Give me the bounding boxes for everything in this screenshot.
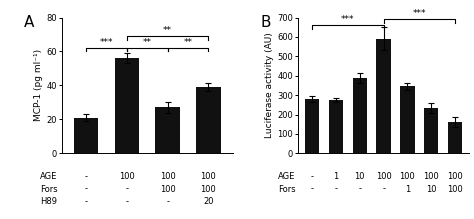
Bar	[448, 122, 462, 153]
Text: ***: ***	[341, 15, 355, 24]
Bar	[155, 108, 180, 153]
Text: 100: 100	[160, 185, 175, 194]
Text: AGE: AGE	[40, 172, 57, 181]
Text: ***: ***	[412, 9, 426, 18]
Text: 10: 10	[426, 185, 437, 194]
Text: 100: 100	[376, 172, 392, 181]
Bar	[329, 100, 343, 153]
Text: -: -	[311, 172, 314, 181]
Bar	[424, 108, 438, 153]
Text: B: B	[260, 15, 271, 30]
Bar	[305, 99, 319, 153]
Bar	[376, 39, 391, 153]
Text: H89: H89	[41, 197, 57, 206]
Y-axis label: MCP-1 (pg ml⁻¹): MCP-1 (pg ml⁻¹)	[34, 49, 43, 122]
Text: ***: ***	[100, 38, 113, 47]
Bar	[74, 118, 98, 153]
Text: 100: 100	[160, 172, 175, 181]
Text: **: **	[143, 38, 152, 47]
Text: **: **	[183, 38, 192, 47]
Text: 100: 100	[447, 172, 463, 181]
Text: -: -	[358, 185, 361, 194]
Text: 100: 100	[400, 172, 415, 181]
Text: -: -	[84, 172, 88, 181]
Text: 100: 100	[201, 172, 216, 181]
Bar	[115, 58, 139, 153]
Bar	[196, 87, 221, 153]
Text: A: A	[24, 15, 34, 30]
Y-axis label: Luciferase activity (AU): Luciferase activity (AU)	[265, 33, 274, 138]
Text: 10: 10	[355, 172, 365, 181]
Text: -: -	[125, 185, 128, 194]
Text: -: -	[84, 197, 88, 206]
Text: AGE: AGE	[278, 172, 296, 181]
Text: -: -	[311, 185, 314, 194]
Text: **: **	[163, 26, 172, 35]
Text: 1: 1	[333, 172, 338, 181]
Text: Fors: Fors	[40, 185, 57, 194]
Text: -: -	[84, 185, 88, 194]
Text: 1: 1	[405, 185, 410, 194]
Text: 20: 20	[203, 197, 214, 206]
Text: 100: 100	[119, 172, 135, 181]
Text: -: -	[382, 185, 385, 194]
Text: -: -	[166, 197, 169, 206]
Bar	[400, 86, 415, 153]
Text: -: -	[335, 185, 337, 194]
Text: 100: 100	[201, 185, 216, 194]
Bar	[353, 78, 367, 153]
Text: -: -	[125, 197, 128, 206]
Text: 100: 100	[423, 172, 439, 181]
Text: 100: 100	[447, 185, 463, 194]
Text: Fors: Fors	[278, 185, 296, 194]
